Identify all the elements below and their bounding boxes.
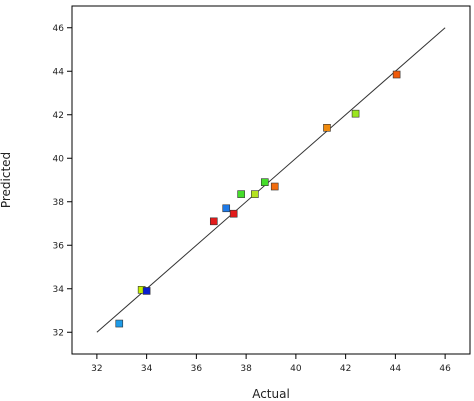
data-point (142, 287, 151, 295)
y-tick-label: 44 (53, 67, 65, 77)
x-tick-label: 46 (439, 364, 451, 374)
x-tick-label: 42 (340, 364, 351, 374)
data-point (115, 319, 124, 328)
data-point (222, 204, 231, 213)
data-point (237, 190, 245, 198)
y-tick-label: 32 (53, 328, 64, 338)
x-tick-label: 36 (191, 364, 203, 374)
data-points (115, 70, 401, 328)
data-point (270, 182, 279, 191)
y-axis-ticks: 32 34 36 38 40 42 44 46 (53, 24, 72, 338)
y-axis-title: Predicted (0, 152, 13, 208)
data-point (351, 109, 360, 118)
data-point (209, 217, 218, 226)
y-tick-label: 46 (53, 24, 65, 34)
x-tick-label: 38 (240, 364, 252, 374)
x-tick-label: 44 (390, 364, 402, 374)
y-tick-label: 36 (53, 241, 65, 251)
y-tick-label: 34 (53, 285, 65, 295)
data-point (251, 190, 259, 198)
x-axis-title: Actual (252, 387, 290, 401)
y-tick-label: 40 (53, 154, 65, 164)
x-tick-label: 32 (91, 364, 102, 374)
y-tick-label: 38 (53, 198, 65, 208)
x-tick-label: 34 (141, 364, 153, 374)
data-point (392, 70, 401, 79)
y-tick-label: 42 (53, 111, 64, 121)
x-tick-label: 40 (290, 364, 302, 374)
data-point (260, 178, 269, 186)
data-point (229, 209, 238, 218)
reference-line (96, 27, 446, 333)
x-axis-ticks: 32 34 36 38 40 42 44 46 (91, 354, 451, 374)
data-point (323, 124, 331, 132)
plot-area-frame (71, 5, 471, 355)
